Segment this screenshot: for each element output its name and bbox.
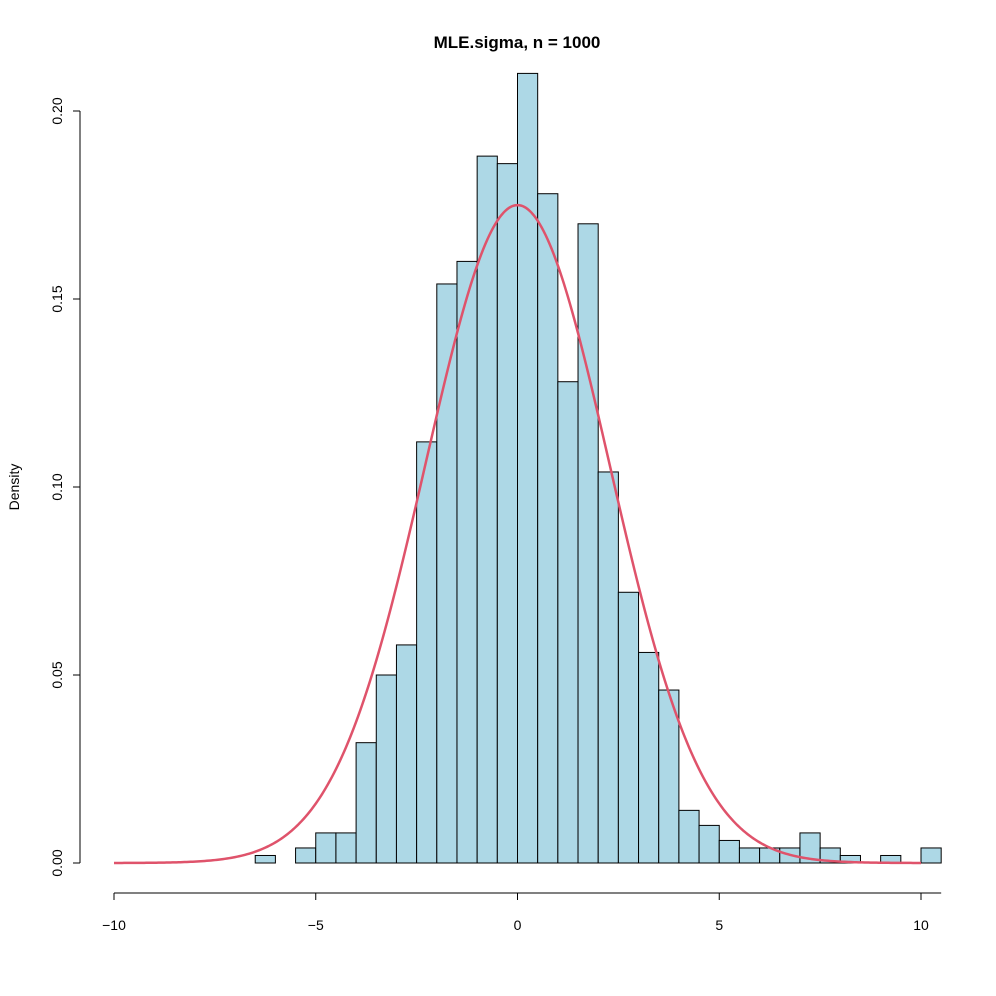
histogram-bar <box>517 72 539 864</box>
histogram-bar <box>496 163 519 864</box>
y-tick-label: 0.20 <box>49 97 65 124</box>
histogram-bar <box>617 591 640 864</box>
histogram-bar <box>718 839 740 864</box>
histogram-bar <box>375 674 397 864</box>
histogram-bar <box>315 832 337 864</box>
histogram-bars <box>254 72 942 864</box>
y-axis-label: Density <box>6 464 22 511</box>
x-axis: −10 −5 0 5 10 <box>102 892 942 933</box>
x-tick-label: 5 <box>715 917 723 933</box>
histogram-bar <box>638 651 660 864</box>
histogram-bar <box>738 847 761 864</box>
y-tick-label: 0.00 <box>49 849 65 876</box>
histogram-bar <box>920 847 942 864</box>
density-curve <box>113 203 922 865</box>
histogram-bar <box>476 155 498 864</box>
histogram-bar <box>395 644 418 864</box>
x-tick-label: −5 <box>308 917 324 933</box>
x-tick-label: 0 <box>514 917 522 933</box>
x-tick-label: 10 <box>913 917 929 933</box>
histogram-bar <box>355 742 377 864</box>
histogram-bar <box>698 824 720 864</box>
y-tick-label: 0.10 <box>49 473 65 500</box>
histogram-bar <box>557 381 579 864</box>
histogram-bar <box>295 847 317 864</box>
y-tick-label: 0.05 <box>49 661 65 688</box>
histogram-bar <box>577 223 599 864</box>
histogram-bar <box>597 471 619 864</box>
y-axis: 0.00 0.05 0.10 0.15 0.20 <box>49 97 81 877</box>
histogram-bar <box>678 809 700 864</box>
histogram-bar <box>254 854 276 864</box>
chart-title: MLE.sigma, n = 1000 <box>434 33 601 52</box>
histogram-bar <box>416 441 438 864</box>
y-tick-label: 0.15 <box>49 285 65 312</box>
x-tick-label: −10 <box>102 917 126 933</box>
histogram-bar <box>456 260 478 864</box>
histogram-bar <box>537 193 559 864</box>
histogram-bar <box>335 832 357 864</box>
